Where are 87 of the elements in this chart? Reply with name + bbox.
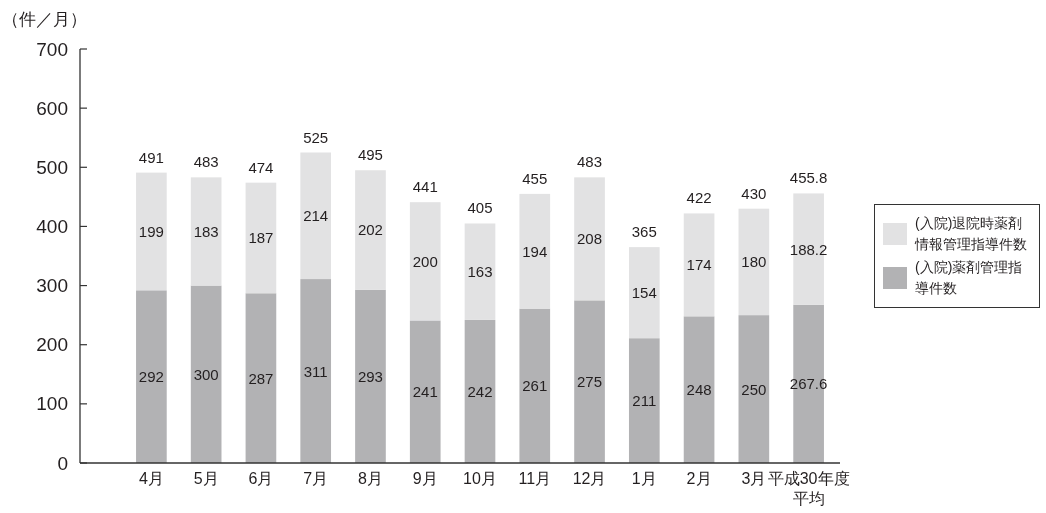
total-label: 483 bbox=[193, 153, 219, 171]
x-tick-label: 9月 bbox=[412, 469, 438, 489]
data-label: 199 bbox=[138, 222, 164, 240]
bar bbox=[409, 202, 441, 321]
bar bbox=[464, 223, 496, 320]
x-tick-label: 5月 bbox=[193, 469, 219, 489]
data-label: 208 bbox=[577, 230, 603, 248]
total-label: 441 bbox=[412, 178, 438, 196]
data-label: 183 bbox=[193, 222, 219, 240]
total-label: 483 bbox=[577, 153, 603, 171]
x-tick-label: 7月 bbox=[303, 469, 329, 489]
bar bbox=[574, 177, 605, 301]
bar bbox=[519, 308, 551, 463]
bar bbox=[409, 320, 441, 463]
bar bbox=[136, 172, 167, 291]
bar bbox=[519, 193, 551, 309]
bar bbox=[738, 208, 770, 316]
y-tick-label: 600 bbox=[36, 97, 68, 119]
total-label: 474 bbox=[248, 158, 274, 176]
y-tick-label: 200 bbox=[36, 334, 68, 356]
data-label: 292 bbox=[138, 368, 164, 386]
total-label: 365 bbox=[631, 223, 657, 241]
total-label: 422 bbox=[686, 189, 712, 207]
legend-label: (入院)薬剤管理指導件数 bbox=[915, 258, 1024, 298]
y-tick-label: 400 bbox=[36, 215, 68, 237]
x-tick-label: 2月 bbox=[686, 469, 712, 489]
y-axis-title: （件／月） bbox=[2, 9, 87, 31]
bar bbox=[464, 319, 496, 463]
y-tick-label: 100 bbox=[36, 393, 68, 415]
bar bbox=[683, 213, 715, 317]
bar bbox=[245, 182, 277, 294]
data-label: 180 bbox=[741, 253, 767, 271]
data-label: 214 bbox=[303, 207, 329, 225]
x-tick-label: 6月 bbox=[248, 469, 274, 489]
bar bbox=[245, 293, 277, 463]
data-label: 267.6 bbox=[789, 375, 828, 393]
bar bbox=[738, 315, 770, 463]
bar bbox=[355, 289, 386, 463]
total-label: 525 bbox=[303, 128, 329, 146]
y-tick-label: 300 bbox=[36, 275, 68, 297]
data-label: 311 bbox=[303, 362, 328, 380]
data-label: 241 bbox=[412, 383, 438, 401]
bar bbox=[300, 152, 332, 280]
bar bbox=[136, 290, 167, 463]
data-label: 293 bbox=[357, 367, 383, 385]
y-tick-label: 500 bbox=[36, 156, 68, 178]
bar bbox=[628, 247, 660, 339]
total-label: 455.8 bbox=[789, 169, 828, 187]
bar bbox=[628, 338, 660, 463]
x-tick-label: 10月 bbox=[463, 469, 497, 489]
data-label: 202 bbox=[357, 221, 383, 239]
data-label: 242 bbox=[467, 382, 493, 400]
x-tick-label: 1月 bbox=[631, 469, 657, 489]
bar bbox=[300, 279, 332, 463]
total-label: 455 bbox=[522, 169, 548, 187]
total-label: 430 bbox=[741, 184, 767, 202]
x-tick-label: 3月 bbox=[741, 469, 767, 489]
data-label: 163 bbox=[467, 263, 493, 281]
legend-label: (入院)退院時薬剤情報管理指導件数 bbox=[915, 214, 1028, 254]
x-tick-label: 12月 bbox=[572, 469, 607, 489]
total-label: 405 bbox=[467, 199, 493, 217]
bar bbox=[683, 316, 715, 463]
x-tick-label: 平成30年度平均 bbox=[767, 469, 851, 509]
data-label: 250 bbox=[741, 380, 767, 398]
data-label: 188.2 bbox=[789, 240, 828, 258]
y-tick-label: 700 bbox=[36, 38, 68, 60]
data-label: 194 bbox=[522, 242, 548, 260]
data-label: 287 bbox=[248, 369, 274, 387]
x-tick-label: 4月 bbox=[138, 469, 164, 489]
data-label: 154 bbox=[631, 284, 657, 302]
data-label: 275 bbox=[577, 373, 603, 391]
data-label: 174 bbox=[686, 256, 712, 274]
x-tick-label: 11月 bbox=[518, 469, 552, 489]
x-tick-label: 8月 bbox=[358, 469, 383, 489]
total-label: 495 bbox=[357, 146, 383, 164]
y-tick-label: 0 bbox=[57, 452, 68, 474]
bar bbox=[574, 300, 605, 463]
data-label: 200 bbox=[412, 252, 438, 270]
data-label: 211 bbox=[632, 392, 657, 410]
total-label: 491 bbox=[138, 148, 164, 166]
data-label: 300 bbox=[193, 365, 219, 383]
bar bbox=[355, 170, 386, 290]
data-label: 248 bbox=[686, 381, 712, 399]
bar bbox=[190, 285, 222, 463]
data-label: 261 bbox=[522, 377, 548, 395]
data-label: 187 bbox=[248, 229, 274, 247]
bar bbox=[190, 177, 222, 286]
